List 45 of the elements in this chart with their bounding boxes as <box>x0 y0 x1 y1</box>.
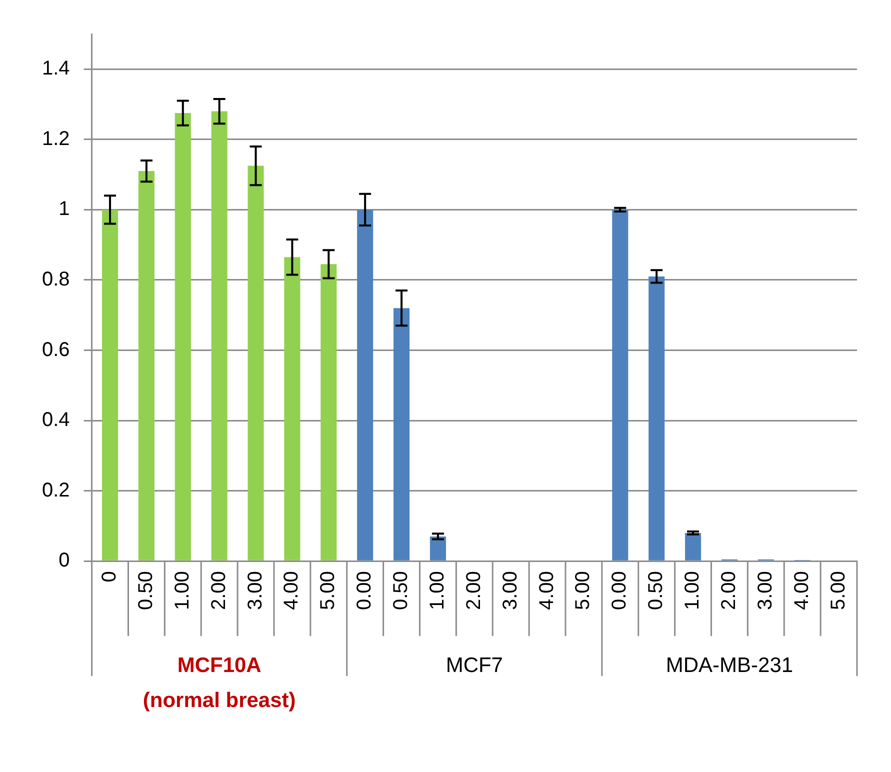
x-tick-label: 4.00 <box>790 571 813 610</box>
y-tick-label: 0.8 <box>42 268 70 290</box>
x-tick-label: 2.00 <box>462 571 485 610</box>
x-tick-label: 0.00 <box>354 571 376 610</box>
x-tick-label: 5.00 <box>572 571 594 610</box>
x-tick-label: 0.50 <box>134 571 157 610</box>
bar <box>612 210 628 560</box>
x-tick-label: 1.00 <box>171 571 194 610</box>
x-tick-label: 5.00 <box>827 571 850 610</box>
text: MDA-MB-231 <box>666 654 794 677</box>
x-tick-label: 0.50 <box>645 571 668 610</box>
x-tick-label: 5.00 <box>317 571 340 610</box>
bar <box>284 257 300 560</box>
y-tick-label: 1.4 <box>42 58 70 80</box>
y-tick-label: 0.6 <box>42 338 70 361</box>
x-tick-label: 4.00 <box>536 571 558 610</box>
bar <box>138 171 154 560</box>
x-tick-label: 1.00 <box>682 571 704 610</box>
x-tick-label: 3.00 <box>244 571 266 610</box>
bar <box>211 111 228 560</box>
bar <box>394 308 410 560</box>
text: MCF10A (normal breast) <box>142 654 296 712</box>
x-tick-label: 2.00 <box>208 571 230 610</box>
bar <box>248 166 264 560</box>
bar <box>174 113 191 560</box>
x-tick-label: 0.50 <box>390 571 412 610</box>
y-tick-label: 0.2 <box>42 479 70 502</box>
x-tick-label: 2.00 <box>718 571 740 610</box>
x-tick-label: 0.00 <box>608 571 631 610</box>
bar <box>320 264 337 560</box>
y-tick-label: 1.2 <box>42 128 70 150</box>
x-tick-label: 3.00 <box>499 571 522 610</box>
x-tick-label: 4.00 <box>280 571 303 610</box>
bar <box>357 210 374 560</box>
bar <box>430 536 446 560</box>
x-tick-label: 0 <box>98 571 121 582</box>
x-tick-label: 1.00 <box>426 571 448 610</box>
bar <box>102 210 118 560</box>
bar <box>648 276 665 560</box>
x-tick-label: 3.00 <box>754 571 776 610</box>
y-tick-label: 0.4 <box>42 409 70 432</box>
y-tick-label: 0 <box>58 550 70 572</box>
y-tick-label: 1 <box>58 198 70 220</box>
text: MCF7 <box>446 654 503 677</box>
bar <box>685 532 702 560</box>
